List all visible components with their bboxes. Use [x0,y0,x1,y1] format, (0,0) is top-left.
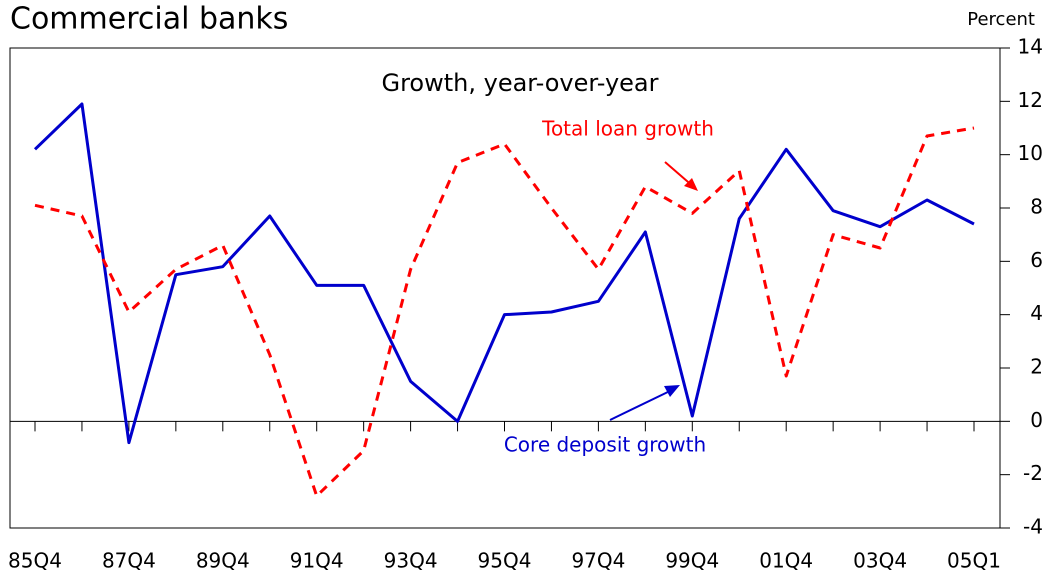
y-tick-label: 8 [1030,195,1043,219]
y-tick-label: 12 [1018,88,1043,112]
x-tick-label: 97Q4 [571,549,625,573]
arrow-head [664,385,680,397]
x-tick-label: 01Q4 [759,549,813,573]
y-tick-label: -2 [1023,461,1043,485]
y-tick-label: 10 [1018,141,1043,165]
x-tick-label: 03Q4 [853,549,907,573]
x-tick-label: 05Q1 [947,549,1001,573]
x-tick-label: 85Q4 [8,549,62,573]
legend-label: Total loan growth [541,117,714,141]
arrow [609,389,673,421]
x-tick-label: 89Q4 [196,549,250,573]
y-tick-label: 4 [1030,301,1043,325]
y-tick-label: 6 [1030,248,1043,272]
x-tick-label: 99Q4 [665,549,719,573]
y-tick-label: 0 [1030,408,1043,432]
y-tick-label: 2 [1030,355,1043,379]
y-tick-label: -4 [1023,515,1043,539]
chart-title: Commercial banks [10,2,288,37]
series-line [34,126,975,498]
x-tick-label: 87Q4 [102,549,156,573]
y-axis-label: Percent [967,9,1035,30]
legend-label: Core deposit growth [504,433,706,457]
series-line [33,102,975,445]
subtitle: Growth, year-over-year [381,69,658,97]
arrow-head [684,178,698,191]
plot-frame [9,47,1001,529]
y-tick-label: 14 [1018,35,1043,59]
x-tick-label: 93Q4 [384,549,438,573]
x-tick-label: 91Q4 [290,549,344,573]
x-tick-label: 95Q4 [478,549,532,573]
